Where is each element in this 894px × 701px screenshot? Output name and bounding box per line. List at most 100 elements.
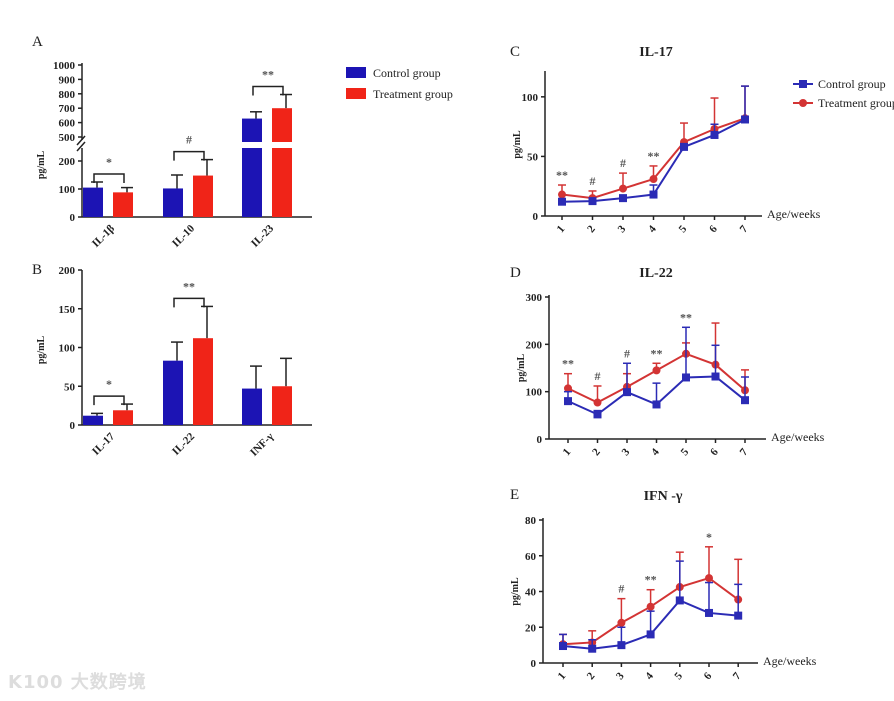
significance-marker: **	[680, 310, 692, 324]
y-tick-label: 300	[526, 292, 543, 304]
significance-bracket	[173, 150, 205, 161]
bar-treatment	[272, 386, 292, 425]
chart-title: IFN -γ	[644, 489, 683, 504]
panel-label-b: B	[32, 262, 42, 278]
data-point-control	[619, 194, 627, 203]
y-tick-label: 200	[59, 265, 76, 277]
x-tick-label: 1	[561, 446, 574, 458]
data-point-control	[617, 641, 626, 650]
panel-label-c: C	[510, 44, 520, 60]
significance-marker: *	[106, 155, 112, 169]
x-axis-label: Age/weeks	[767, 207, 821, 221]
data-point-control	[646, 630, 655, 639]
x-tick-label: 7	[731, 670, 744, 682]
y-tick-label: 200	[59, 156, 76, 168]
x-tick-label: IL-10	[170, 222, 197, 249]
data-point-control	[558, 197, 566, 206]
bar-treatment-upper	[272, 108, 292, 142]
legend: Control group Treatment group	[793, 77, 894, 110]
data-point-control	[711, 372, 720, 381]
legend-control-label: Control group	[818, 77, 886, 91]
chart-title: IL-22	[639, 266, 672, 281]
bar-control-upper	[242, 118, 262, 142]
x-tick-label: 6	[708, 446, 721, 458]
x-tick-label: IL-17	[90, 430, 117, 457]
data-point-control	[588, 197, 597, 206]
watermark: K100 大数跨境	[8, 672, 147, 693]
bar-treatment	[193, 175, 213, 217]
data-point-treatment	[564, 384, 572, 393]
bar-control	[83, 415, 103, 425]
significance-marker: #	[618, 582, 624, 596]
data-point-treatment	[619, 184, 627, 193]
y-tick-label: 50	[64, 381, 76, 393]
significance-marker: **	[562, 357, 574, 371]
x-tick-label: 5	[672, 670, 685, 682]
x-axis-label: Age/weeks	[771, 430, 825, 444]
significance-bracket	[173, 297, 205, 308]
significance-bracket	[252, 85, 284, 96]
x-tick-label: 3	[614, 670, 627, 682]
line-panel-c: IL-17 Age/weeks pg/mL 0 50 100 1 2 3 4 5 6 7 ** # # **	[512, 45, 821, 235]
x-tick-label: 4	[643, 670, 656, 682]
x-tick-label: 5	[677, 223, 690, 235]
data-point-control	[682, 373, 690, 382]
y-tick-label: 1000	[53, 60, 76, 72]
legend-treatment-swatch	[346, 88, 366, 99]
data-point-control	[588, 644, 597, 653]
y-tick-label: 50	[527, 151, 539, 163]
y-tick-label: 100	[526, 387, 543, 399]
x-tick-label: IL-22	[170, 430, 197, 457]
x-tick-label: INF-γ	[248, 431, 276, 459]
data-point-control	[741, 396, 749, 405]
legend-control-swatch	[346, 67, 366, 78]
significance-marker: #	[624, 346, 630, 360]
x-tick-label: IL-23	[249, 222, 276, 249]
y-axis-label: pg/mL	[516, 354, 527, 383]
y-axis-label: pg/mL	[36, 336, 47, 365]
data-point-treatment	[649, 175, 658, 184]
y-tick-label: 20	[525, 622, 537, 634]
x-tick-label: 6	[702, 670, 715, 682]
x-tick-label: 4	[649, 446, 662, 458]
significance-marker: #	[186, 133, 192, 147]
data-point-control	[623, 388, 631, 397]
y-tick-label: 200	[526, 339, 543, 351]
bar-treatment	[193, 338, 213, 425]
line-panel-d: IL-22 Age/weeks pg/mL 0 100 200 300 1 2 3 4 5 6 7 ** # #…	[516, 266, 825, 458]
significance-bracket	[93, 395, 125, 406]
panel-label-e: E	[510, 487, 519, 503]
bar-panel-b: 0 50 100 150 200 pg/mL IL-17 * IL-22 ** INF-γ	[36, 265, 312, 459]
data-point-control	[649, 190, 658, 199]
legend-control-label: Control group	[373, 66, 441, 80]
legend-treatment-marker	[799, 99, 807, 107]
legend-treatment-label: Treatment group	[373, 87, 453, 101]
panel-label-a: A	[32, 34, 43, 50]
bar-control-lower	[242, 148, 262, 217]
x-tick-label: 1	[555, 223, 568, 235]
y-tick-label: 0	[70, 212, 76, 224]
x-tick-label: 3	[616, 223, 629, 235]
y-tick-label: 100	[59, 343, 76, 355]
significance-marker: **	[651, 346, 663, 360]
x-tick-label: 6	[707, 223, 720, 235]
data-point-control	[734, 611, 743, 620]
y-tick-label: 900	[59, 74, 76, 86]
x-tick-label: 4	[646, 223, 659, 235]
y-axis-label: pg/mL	[512, 130, 523, 159]
x-tick-label: IL-1β	[90, 222, 117, 249]
significance-bracket	[93, 173, 125, 183]
x-tick-label: 1	[556, 670, 569, 682]
y-tick-label: 0	[533, 211, 539, 223]
significance-marker: *	[706, 530, 712, 544]
bar-treatment-lower	[272, 148, 292, 217]
y-axis-label: pg/mL	[36, 151, 47, 180]
x-tick-label: 2	[585, 223, 598, 235]
significance-marker: **	[648, 149, 660, 163]
bar-control	[242, 388, 262, 425]
data-point-control	[680, 142, 688, 151]
y-tick-label: 40	[525, 587, 537, 599]
y-tick-label: 0	[70, 420, 76, 432]
axis-break-mark	[76, 141, 86, 152]
